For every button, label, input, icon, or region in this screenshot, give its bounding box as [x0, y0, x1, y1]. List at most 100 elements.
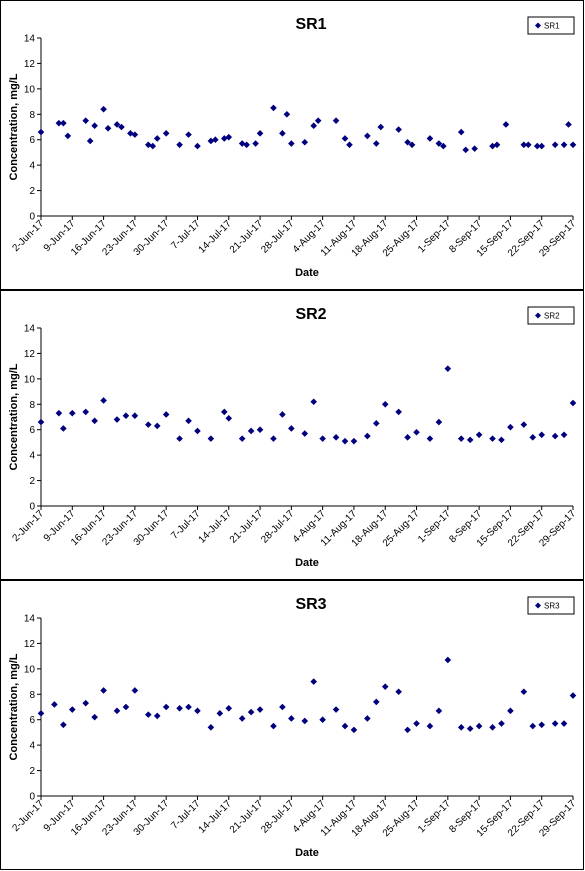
data-point — [82, 408, 90, 416]
data-point — [194, 142, 201, 150]
data-point — [51, 701, 58, 708]
data-point — [408, 141, 416, 149]
data-point — [466, 725, 474, 732]
x-tick-label: 14-Jul-17 — [197, 218, 235, 256]
data-point — [332, 706, 340, 713]
y-axis-title: Concentration, mg/L — [8, 73, 20, 180]
y-tick-label: 0 — [29, 502, 35, 513]
data-point — [538, 431, 546, 439]
legend-box — [527, 306, 575, 325]
data-point — [256, 426, 264, 434]
data-point — [144, 141, 152, 149]
data-point — [37, 128, 45, 136]
data-point — [247, 708, 255, 716]
data-point — [435, 707, 443, 715]
data-point — [457, 128, 465, 136]
x-tick-label: 28-Jul-17 — [259, 508, 297, 546]
data-point — [212, 136, 219, 144]
data-point — [310, 122, 318, 130]
data-point — [279, 130, 286, 137]
x-tick-label: 28-Jul-17 — [259, 218, 297, 256]
data-point — [91, 417, 98, 425]
data-point — [507, 423, 514, 431]
data-point — [364, 432, 371, 440]
y-tick-label: 12 — [24, 639, 36, 650]
series-sr3 — [37, 656, 577, 734]
data-point — [381, 400, 389, 408]
data-point — [279, 411, 286, 418]
data-point — [131, 687, 139, 694]
data-point — [551, 720, 559, 727]
x-tick-label: 2-Jun-17 — [10, 218, 46, 254]
data-point — [131, 131, 139, 138]
data-point — [489, 142, 496, 150]
x-tick-label: 28-Jul-17 — [259, 798, 297, 836]
data-point — [569, 692, 577, 699]
data-point — [404, 434, 411, 441]
y-tick-label: 14 — [24, 34, 36, 45]
y-tick-label: 0 — [29, 792, 35, 803]
y-tick-label: 4 — [29, 161, 35, 172]
data-point — [86, 137, 94, 145]
x-tick-label: 1-Sep-17 — [416, 508, 453, 545]
x-tick-label: 1-Sep-17 — [416, 798, 453, 835]
data-point — [113, 121, 121, 128]
data-point — [185, 703, 192, 711]
data-point — [162, 130, 170, 137]
data-point — [60, 425, 67, 432]
data-point — [68, 706, 76, 713]
data-point — [310, 678, 318, 685]
data-point — [243, 141, 250, 149]
y-tick-label: 10 — [24, 374, 36, 385]
data-point — [207, 435, 215, 442]
data-point — [185, 417, 192, 425]
data-point — [538, 142, 546, 150]
data-point — [426, 135, 434, 142]
data-point — [314, 117, 322, 124]
data-point — [176, 435, 183, 442]
data-point — [551, 141, 559, 149]
data-point — [426, 722, 434, 730]
legend-label: SR3 — [544, 602, 560, 611]
data-point — [270, 104, 277, 112]
data-point — [153, 422, 161, 430]
y-axis-title: Concentration, mg/L — [8, 363, 20, 470]
data-point — [341, 437, 349, 445]
data-point — [395, 688, 402, 696]
y-tick-label: 2 — [29, 476, 35, 487]
data-point — [207, 724, 215, 731]
x-axis-title: Date — [295, 847, 319, 859]
data-point — [301, 138, 309, 146]
data-point — [372, 698, 380, 706]
data-point — [471, 145, 478, 152]
data-point — [520, 141, 528, 149]
y-tick-label: 0 — [29, 212, 35, 223]
data-point — [319, 435, 326, 442]
legend-label: SR2 — [544, 312, 560, 321]
data-point — [475, 431, 483, 439]
chart-panel-sr3: SR3 SR3 0 2 4 6 8 10 12 14 2-Jun-17 9-Jun-17 16-Jun-… — [0, 580, 584, 870]
x-axis-title: Date — [295, 267, 319, 279]
data-point — [118, 123, 125, 131]
data-point — [131, 412, 139, 420]
y-tick-label: 2 — [29, 186, 35, 197]
y-tick-label: 6 — [29, 425, 35, 436]
y-tick-label: 8 — [29, 690, 35, 701]
data-point — [113, 416, 121, 423]
data-point — [216, 710, 224, 717]
legend-marker — [535, 312, 541, 319]
data-point — [153, 135, 161, 142]
data-point — [238, 140, 246, 147]
data-point — [457, 724, 465, 731]
data-point — [82, 117, 90, 124]
data-point — [332, 434, 340, 441]
data-point — [247, 427, 255, 435]
data-point — [37, 710, 45, 717]
data-point — [466, 436, 474, 444]
y-tick-label: 12 — [24, 349, 36, 360]
data-point — [529, 434, 537, 441]
data-point — [404, 726, 411, 734]
data-point — [82, 699, 90, 707]
data-point — [225, 414, 233, 422]
data-point — [194, 427, 201, 435]
